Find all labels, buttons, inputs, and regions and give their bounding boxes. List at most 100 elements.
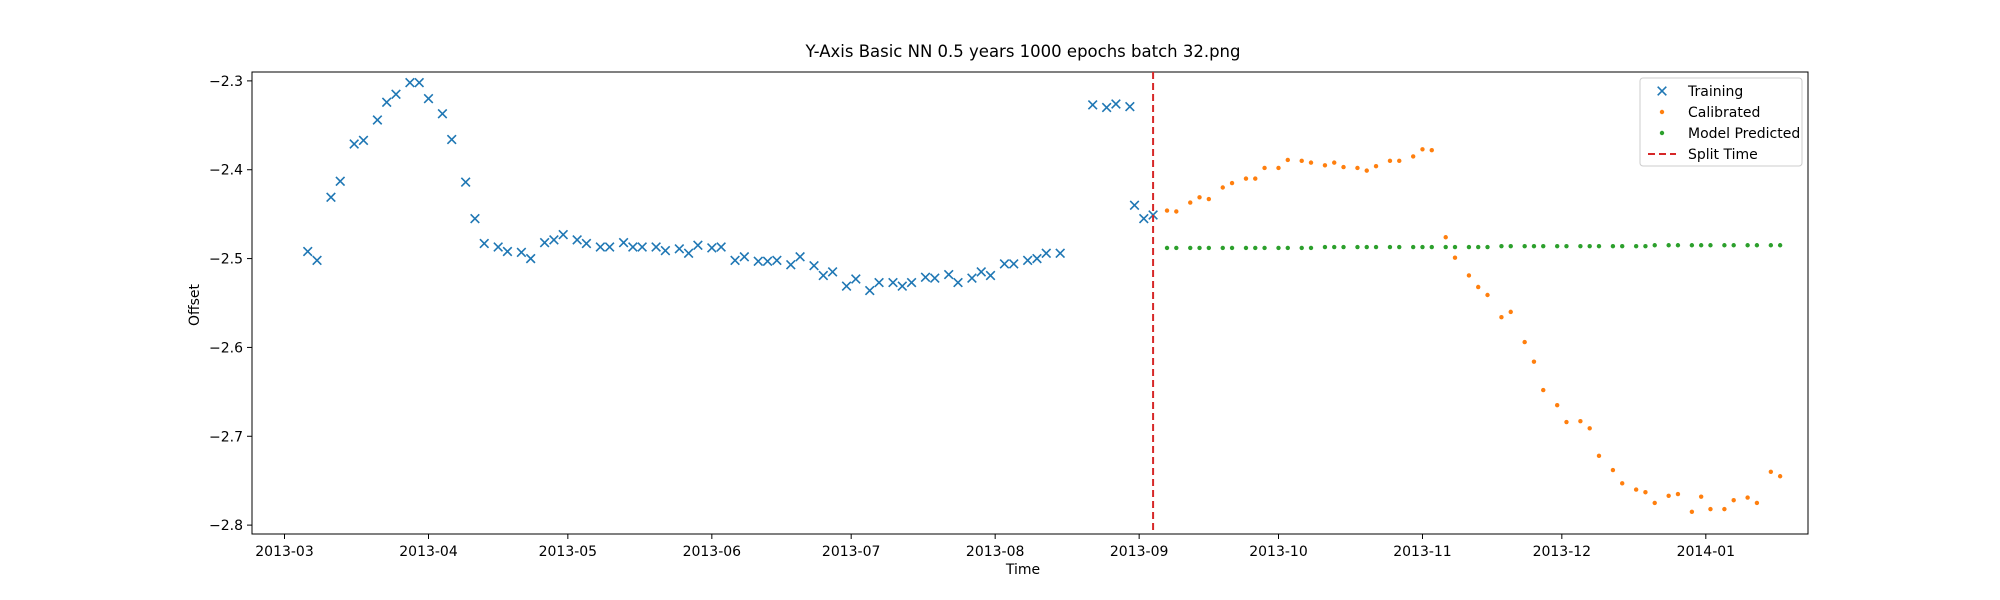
- model-predicted-point: [1708, 243, 1713, 248]
- calibrated-point: [1410, 154, 1416, 159]
- calibrated-point: [1253, 176, 1258, 181]
- training-point: [897, 281, 908, 291]
- training-point: [628, 242, 638, 252]
- calibrated-point: [1220, 185, 1225, 190]
- calibrated-point: [1531, 359, 1537, 364]
- calibrated-point: [1341, 164, 1346, 170]
- model-predicted-point: [1610, 243, 1616, 249]
- calibrated-point: [1610, 467, 1616, 473]
- legend-label: Model Predicted: [1688, 126, 1800, 142]
- training-point: [730, 255, 740, 266]
- model-predicted-point: [1397, 244, 1402, 250]
- training-point: [827, 267, 838, 277]
- calibrated-point: [1675, 491, 1681, 497]
- training-point: [335, 176, 346, 187]
- training-point: [818, 270, 829, 281]
- calibrated-point: [1564, 419, 1569, 425]
- training-point: [358, 135, 369, 146]
- model-predicted-point: [1531, 243, 1537, 249]
- training-point: [312, 255, 322, 266]
- calibrated-point: [1643, 490, 1648, 495]
- training-point: [595, 242, 606, 252]
- calibrated-point: [1652, 500, 1657, 506]
- training-point: [516, 247, 527, 258]
- model-predicted-point: [1698, 243, 1704, 248]
- series-calibrated: [1164, 147, 1783, 514]
- training-point: [874, 277, 884, 288]
- x-tick-label: 2013-09: [1110, 544, 1169, 560]
- training-point: [558, 229, 569, 240]
- calibrated-point: [1443, 235, 1448, 240]
- model-predicted-point: [1508, 243, 1513, 249]
- x-tick-label: 2013-10: [1249, 544, 1308, 560]
- x-tick-label: 2013-11: [1393, 544, 1452, 560]
- model-predicted-point: [1485, 244, 1490, 250]
- calibrated-point: [1587, 426, 1592, 431]
- model-predicted-point: [1745, 243, 1750, 248]
- training-point: [683, 248, 694, 259]
- calibrated-point: [1485, 292, 1490, 298]
- x-tick-label: 2013-08: [966, 544, 1025, 560]
- training-point: [739, 251, 750, 262]
- training-point: [326, 192, 336, 203]
- training-point: [660, 245, 671, 256]
- y-tick-label: −2.5: [209, 252, 243, 268]
- training-point: [549, 235, 559, 245]
- training-point: [539, 237, 550, 248]
- training-point: [437, 108, 448, 119]
- model-predicted-point: [1276, 245, 1281, 251]
- training-point: [1129, 200, 1140, 211]
- calibrated-point: [1285, 157, 1290, 163]
- model-predicted-point: [1643, 243, 1648, 249]
- model-predicted-point: [1768, 243, 1774, 248]
- plot-frame: [251, 71, 1809, 535]
- training-point: [967, 273, 977, 283]
- training-point: [1055, 248, 1066, 259]
- model-predicted-point: [1666, 243, 1671, 248]
- training-point: [888, 277, 898, 288]
- training-point: [302, 246, 313, 257]
- model-predicted-point: [1285, 245, 1290, 251]
- calibrated-point: [1508, 309, 1513, 315]
- calibrated-point: [1522, 339, 1527, 345]
- calibrated-point: [1596, 453, 1602, 459]
- legend-marker-model-predicted: [1659, 130, 1665, 136]
- model-predicted-point: [1564, 243, 1569, 249]
- calibrated-point: [1188, 200, 1193, 205]
- calibrated-point: [1164, 208, 1170, 213]
- training-point: [414, 77, 425, 88]
- calibrated-point: [1387, 158, 1393, 164]
- training-point: [1101, 102, 1112, 113]
- legend-label: Training: [1687, 84, 1743, 100]
- model-predicted-point: [1452, 244, 1458, 250]
- x-tick-label: 2013-07: [822, 544, 881, 560]
- training-point: [850, 274, 861, 284]
- calibrated-point: [1452, 255, 1458, 260]
- x-tick-label: 2013-04: [399, 544, 458, 560]
- calibrated-point: [1429, 147, 1434, 153]
- training-point: [706, 243, 717, 253]
- training-point: [470, 213, 480, 224]
- model-predicted-point: [1522, 243, 1527, 249]
- calibrated-point: [1174, 209, 1179, 214]
- model-predicted-point: [1308, 245, 1314, 251]
- calibrated-point: [1355, 165, 1360, 171]
- calibrated-point: [1633, 487, 1639, 492]
- model-predicted-point: [1499, 243, 1504, 249]
- calibrated-point: [1666, 493, 1671, 498]
- model-predicted-point: [1373, 244, 1379, 250]
- model-predicted-point: [1429, 244, 1434, 250]
- model-predicted-point: [1633, 243, 1639, 249]
- training-point: [976, 267, 987, 277]
- training-point: [423, 93, 434, 104]
- plot-area: 2013-03 2013-04 2013-05 2013-06 2013-07 2013-…: [209, 71, 1809, 560]
- training-point: [953, 277, 963, 288]
- training-point: [771, 255, 782, 266]
- y-tick-label: −2.8: [209, 518, 243, 534]
- training-point: [795, 251, 805, 262]
- model-predicted-point: [1220, 245, 1225, 251]
- calibrated-point: [1620, 481, 1625, 486]
- training-point: [572, 235, 583, 245]
